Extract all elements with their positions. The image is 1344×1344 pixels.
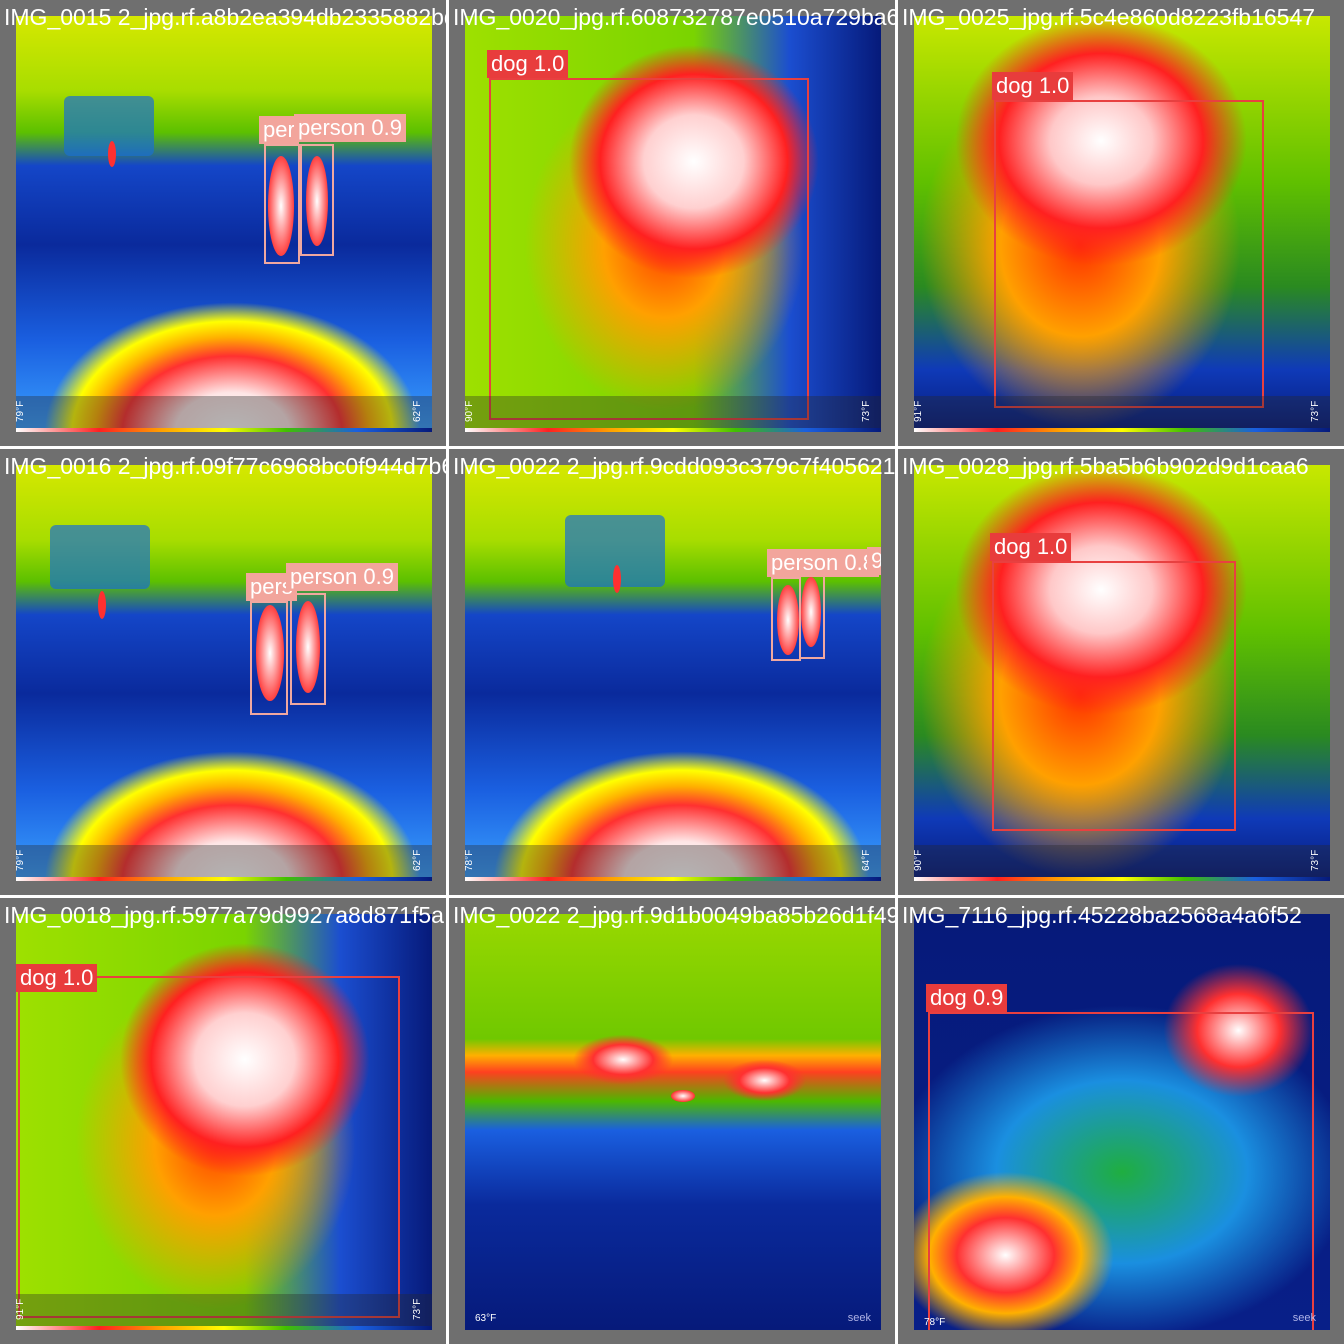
heat-spot [306,156,328,246]
tile-title: IMG_7116_jpg.rf.45228ba2568a4a6f52 [902,902,1302,928]
temp-min-label: 79°F [16,849,26,871]
tile-title: IMG_0018_jpg.rf.5977a79d9927a8d871f5a [4,902,444,928]
temp-max-label: 62°F [411,400,423,422]
detection-label: dog 1.0 [487,50,569,78]
temp-min-label: 91°F [914,400,924,422]
mosaic-tile[interactable]: dog 1.0 91°F 73°F IMG_0025_jpg.rf.5c4e86… [898,0,1344,446]
thermal-image: 63°F seek [465,914,881,1330]
detection-label: person 0.9 [294,114,406,142]
mosaic-tile[interactable]: dog 1.0 91°F 73°F IMG_0018_jpg.rf.5977a7… [0,898,446,1344]
mosaic-tile[interactable]: per person 0.9 79°F 62°F IMG_0015 2_jpg.… [0,0,446,446]
footer-bar [465,396,881,432]
heat-spot [98,591,106,619]
footer-bar [16,396,432,432]
temp-min-label: 90°F [465,400,475,422]
tile-title: IMG_0016 2_jpg.rf.09f77c6968bc0f944d7b6e [4,453,446,479]
temperature-scale [914,877,1330,881]
detection-label: per [259,116,299,144]
temp-min-label: 78°F [924,1317,946,1328]
temp-max-label: 73°F [1309,400,1321,422]
temp-min-label: 79°F [16,400,26,422]
tile-title: IMG_0022 2_jpg.rf.9d1b0049ba85b26d1f49c [453,902,895,928]
mosaic-tile[interactable]: dog 1.0 90°F 73°F IMG_0020_jpg.rf.608732… [449,0,895,446]
detection-label: dog 0.9 [926,984,1008,1012]
thermal-image: dog 1.0 90°F 73°F [914,465,1330,881]
heat-spot [256,605,284,701]
heat-spot [801,577,821,647]
heat-spot [671,1090,695,1102]
detection-label: person 0.8 [767,549,879,577]
temp-max-label: 62°F [411,849,423,871]
bounding-box [489,78,809,420]
bounding-box [18,976,400,1318]
temperature-scale [914,428,1330,432]
footer-bar [16,1294,432,1330]
temp-min-label: 91°F [16,1298,26,1320]
heat-spot [268,156,294,256]
tile-title: IMG_0022 2_jpg.rf.9cdd093c379c7f405621e [453,453,895,479]
brand-watermark: seek [1292,1312,1316,1324]
temperature-scale [16,877,432,881]
detection-label: 9 [867,547,881,575]
temp-max-label: 73°F [860,400,872,422]
bounding-box [264,144,300,264]
mosaic-tile[interactable]: dog 0.9 78°F seek IMG_7116_jpg.rf.45228b… [898,898,1344,1344]
detection-label: dog 1.0 [990,533,1072,561]
thermal-image: person 0.8 9 78°F 64°F [465,465,881,881]
temp-max-label: 64°F [860,849,872,871]
mosaic-tile[interactable]: dog 1.0 90°F 73°F IMG_0028_jpg.rf.5ba5b6… [898,449,1344,895]
temperature-scale [465,428,881,432]
brand-watermark: seek [847,1312,871,1324]
heat-spot [296,601,320,693]
thermal-image: dog 1.0 91°F 73°F [16,914,432,1330]
mosaic-tile[interactable]: 63°F seek IMG_0022 2_jpg.rf.9d1b0049ba85… [449,898,895,1344]
temp-max-label: 73°F [1309,849,1321,871]
heat-spot [777,585,799,655]
bounding-box [300,144,334,256]
thermal-image: dog 0.9 78°F seek [914,914,1330,1330]
thermal-image: dog 1.0 90°F 73°F [465,16,881,432]
tile-title: IMG_0025_jpg.rf.5c4e860d8223fb16547 [902,4,1316,30]
mosaic-tile[interactable]: person 0.8 9 78°F 64°F IMG_0022 2_jpg.rf… [449,449,895,895]
thermal-image: pers person 0.9 79°F 62°F [16,465,432,881]
temp-min-label: 63°F [475,1313,497,1324]
temp-max-label: 73°F [411,1298,423,1320]
detection-label: dog 1.0 [16,964,98,992]
bounding-box [992,561,1236,831]
footer-bar [914,396,1330,432]
tile-title: IMG_0028_jpg.rf.5ba5b6b902d9d1caa6 [902,453,1309,479]
temperature-scale [465,877,881,881]
bounding-box [290,593,326,705]
footer-bar [465,845,881,881]
temperature-scale [16,1326,432,1330]
bounding-box [928,1012,1314,1330]
detection-label: person 0.9 [286,563,398,591]
temperature-scale [16,428,432,432]
heat-spot [613,565,621,593]
thermal-image: per person 0.9 79°F 62°F [16,16,432,432]
temp-min-label: 78°F [465,849,475,871]
temp-min-label: 90°F [914,849,924,871]
bounding-box [250,601,288,715]
tile-title: IMG_0020_jpg.rf.608732787e0510a729ba6a0 [453,4,895,30]
detection-label: dog 1.0 [992,72,1074,100]
bounding-box [994,100,1264,408]
thermal-image: dog 1.0 91°F 73°F [914,16,1330,432]
heat-spot [108,141,116,167]
mosaic-tile[interactable]: pers person 0.9 79°F 62°F IMG_0016 2_jpg… [0,449,446,895]
tile-title: IMG_0015 2_jpg.rf.a8b2ea394db2335882bd0 [4,4,446,30]
footer-bar [16,845,432,881]
bounding-box [771,577,801,661]
house-shape [50,525,150,589]
bounding-box [799,573,825,659]
footer-bar [914,845,1330,881]
